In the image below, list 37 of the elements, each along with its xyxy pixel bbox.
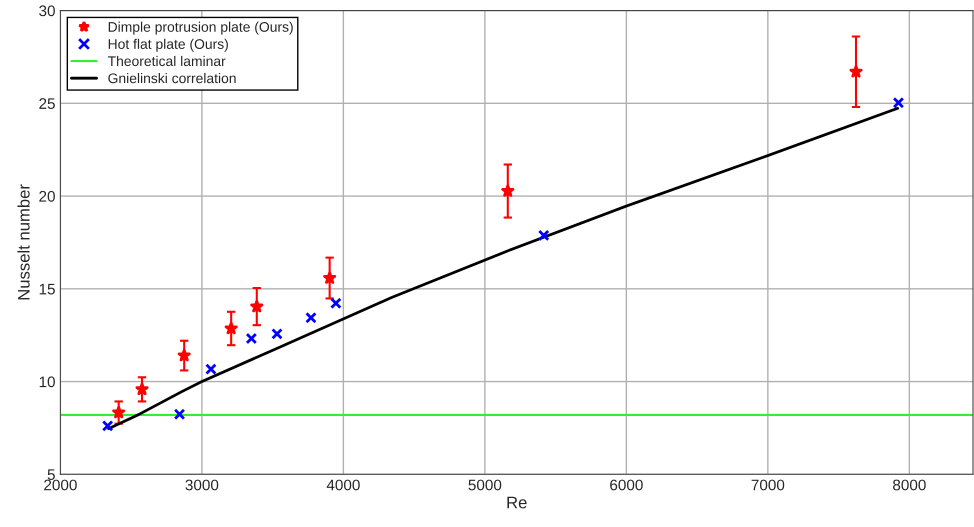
point (246, 332, 258, 344)
y-tick-label: 20 (39, 190, 55, 202)
x-tick-label: 3000 (185, 480, 218, 490)
x-tick-label: 2000 (44, 480, 77, 490)
point (178, 348, 191, 362)
point (174, 408, 186, 420)
y-tick-label: 15 (40, 284, 55, 294)
point (112, 406, 126, 418)
point (102, 420, 114, 432)
y-tick-label: 10 (40, 376, 55, 388)
point (271, 328, 283, 340)
point (538, 230, 550, 242)
legend-label: Dimple protrusion plate (Ours) (108, 22, 293, 35)
line-series (107, 106, 899, 430)
x-tick-label: 8000 (893, 480, 926, 490)
point (305, 312, 317, 324)
point (136, 382, 149, 396)
y-tick-label: 30 (39, 5, 55, 16)
x-tick-label: 7000 (752, 480, 784, 490)
point (250, 300, 264, 312)
point (330, 297, 342, 310)
point (501, 184, 514, 197)
x-tick-label: 6000 (610, 480, 643, 490)
x-axis-title: Re (507, 496, 527, 508)
point (323, 271, 336, 284)
y-axis-title: Nusselt number (17, 184, 30, 300)
x-tick-label: 4000 (326, 480, 360, 490)
point (892, 96, 904, 109)
legend-label: Hot flat plate (Ours) (108, 38, 228, 52)
legend-label: Gnielinski correlation (108, 72, 236, 84)
x-tick-label: 5000 (468, 480, 502, 490)
point (850, 64, 863, 78)
point (205, 363, 217, 375)
y-tick-label: 5 (48, 469, 55, 480)
legend-label: Theoretical laminar (108, 56, 226, 66)
y-tick-label: 25 (39, 98, 55, 109)
point (224, 322, 238, 334)
